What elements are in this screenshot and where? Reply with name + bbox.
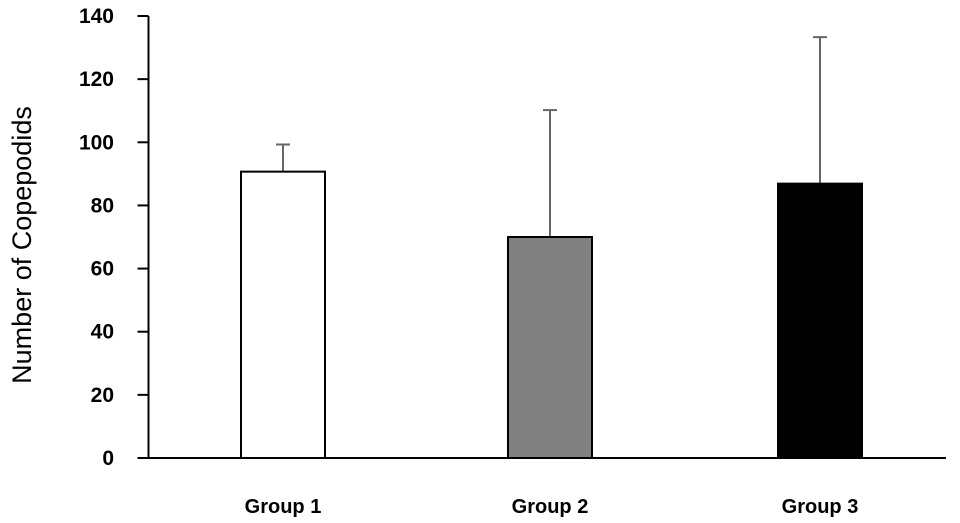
bar-3 bbox=[777, 182, 863, 459]
x-tick-label: Group 2 bbox=[512, 496, 589, 518]
y-tick-label: 60 bbox=[91, 258, 114, 281]
x-tick-label: Group 1 bbox=[245, 496, 322, 518]
y-tick-label: 120 bbox=[79, 68, 114, 91]
bar-2 bbox=[507, 236, 593, 459]
bar-1 bbox=[240, 170, 326, 459]
y-tick-label: 100 bbox=[79, 131, 114, 154]
y-tick-label: 0 bbox=[102, 447, 114, 470]
y-tick-label: 20 bbox=[91, 384, 114, 407]
x-tick-label: Group 3 bbox=[782, 496, 859, 518]
y-axis-label: Number of Copepodids bbox=[7, 106, 37, 384]
y-tick-label: 80 bbox=[91, 194, 114, 217]
y-tick-label: 140 bbox=[79, 5, 114, 28]
y-tick-label: 40 bbox=[91, 321, 114, 344]
